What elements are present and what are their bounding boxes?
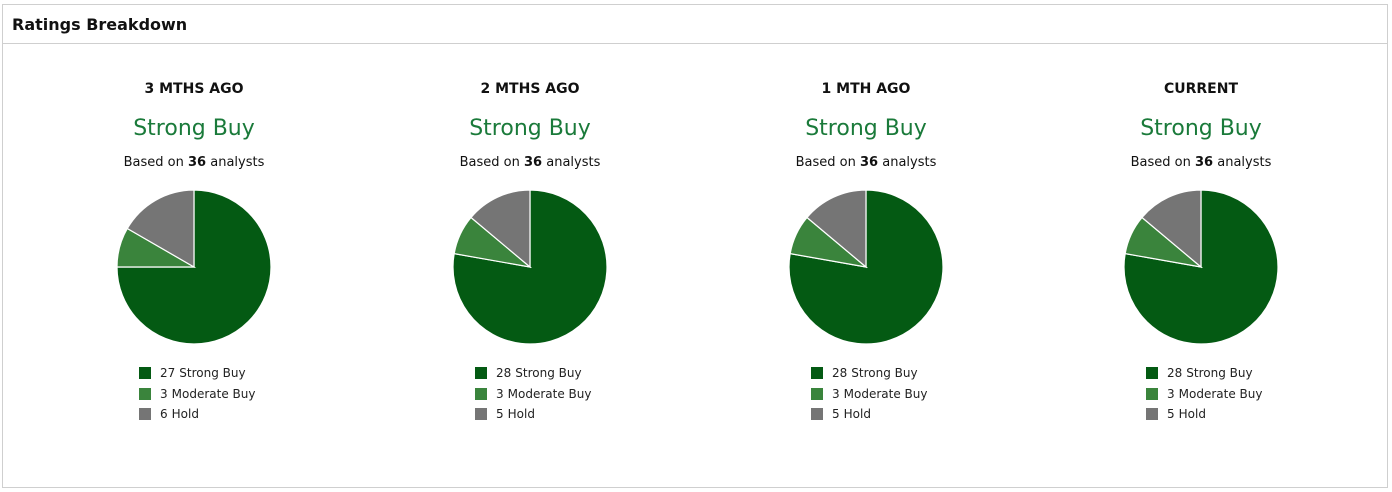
- analyst-count: 36: [860, 155, 879, 170]
- pie-slice-strong-buy[interactable]: [452, 189, 608, 345]
- legend-item-hold: 6 Hold: [139, 404, 255, 425]
- consensus-rating: Strong Buy: [469, 116, 591, 141]
- rating-column: 1 MTH AGO Strong Buy Based on 36 analyst…: [716, 44, 1016, 484]
- legend-count: 27: [160, 366, 176, 381]
- ratings-columns: 3 MTHS AGO Strong Buy Based on 36 analys…: [3, 44, 1387, 484]
- pie-slice-hold[interactable]: [126, 189, 195, 269]
- legend-swatch-moderate-buy: [1146, 387, 1158, 400]
- legend-label: Strong Buy: [1186, 366, 1253, 381]
- legend-label: Strong Buy: [851, 366, 918, 381]
- legend-swatch-strong-buy: [475, 367, 487, 380]
- legend-item-moderate-buy: 3 Moderate Buy: [811, 384, 927, 405]
- based-prefix: Based on: [123, 155, 184, 170]
- legend-count: 3: [1167, 386, 1175, 401]
- pie-slice-strong-buy[interactable]: [116, 189, 272, 345]
- legend-item-hold: 5 Hold: [475, 404, 591, 425]
- period-title: CURRENT: [1163, 81, 1239, 97]
- legend-label: Strong Buy: [515, 366, 582, 381]
- legend-swatch-moderate-buy: [811, 387, 823, 400]
- pie-legend: 28 Strong Buy 3 Moderate Buy 5 Hold: [811, 363, 927, 425]
- period-title: 3 MTHS AGO: [144, 81, 244, 97]
- legend-swatch-strong-buy: [811, 367, 823, 380]
- legend-swatch-strong-buy: [1146, 367, 1158, 380]
- pie-slice-hold[interactable]: [1141, 189, 1202, 269]
- analyst-count-text: Based on 36 analysts: [716, 155, 1016, 170]
- panel-header: Ratings Breakdown: [3, 5, 1387, 44]
- analyst-count: 36: [188, 155, 207, 170]
- based-suffix: analysts: [546, 155, 601, 170]
- legend-label: Moderate Buy: [507, 386, 592, 401]
- legend-label: Hold: [507, 407, 535, 422]
- legend-count: 28: [496, 366, 512, 381]
- ratings-pie-chart: [452, 189, 608, 345]
- pie-slice-strong-buy[interactable]: [1123, 189, 1279, 345]
- pie-slice-strong-buy[interactable]: [788, 189, 944, 345]
- based-suffix: analysts: [882, 155, 937, 170]
- period-title: 2 MTHS AGO: [480, 81, 580, 97]
- panel-title: Ratings Breakdown: [12, 14, 188, 34]
- legend-swatch-hold: [475, 408, 487, 421]
- legend-item-strong-buy: 28 Strong Buy: [811, 363, 927, 384]
- legend-swatch-moderate-buy: [475, 387, 487, 400]
- legend-swatch-hold: [1146, 408, 1158, 421]
- legend-item-strong-buy: 27 Strong Buy: [139, 363, 255, 384]
- legend-item-strong-buy: 28 Strong Buy: [475, 363, 591, 384]
- legend-item-moderate-buy: 3 Moderate Buy: [1146, 384, 1262, 405]
- legend-swatch-strong-buy: [139, 367, 151, 380]
- analyst-count-text: Based on 36 analysts: [380, 155, 680, 170]
- analyst-count-text: Based on 36 analysts: [1051, 155, 1351, 170]
- analyst-count-text: Based on 36 analysts: [44, 155, 344, 170]
- legend-swatch-hold: [139, 408, 151, 421]
- rating-column: 2 MTHS AGO Strong Buy Based on 36 analys…: [380, 44, 680, 484]
- legend-count: 3: [160, 386, 168, 401]
- analyst-count: 36: [1195, 155, 1214, 170]
- consensus-rating: Strong Buy: [1140, 116, 1262, 141]
- legend-count: 5: [1167, 407, 1175, 422]
- legend-swatch-moderate-buy: [139, 387, 151, 400]
- legend-label: Hold: [171, 407, 199, 422]
- pie-legend: 27 Strong Buy 3 Moderate Buy 6 Hold: [139, 363, 255, 425]
- consensus-rating: Strong Buy: [133, 116, 255, 141]
- legend-label: Hold: [843, 407, 871, 422]
- legend-count: 5: [496, 407, 504, 422]
- rating-column: 3 MTHS AGO Strong Buy Based on 36 analys…: [44, 44, 344, 484]
- pie-slice-hold[interactable]: [806, 189, 867, 269]
- ratings-pie-chart: [1123, 189, 1279, 345]
- legend-count: 6: [160, 407, 168, 422]
- legend-label: Hold: [1178, 407, 1206, 422]
- based-prefix: Based on: [1130, 155, 1191, 170]
- legend-item-moderate-buy: 3 Moderate Buy: [139, 384, 255, 405]
- analyst-count: 36: [524, 155, 543, 170]
- pie-legend: 28 Strong Buy 3 Moderate Buy 5 Hold: [1146, 363, 1262, 425]
- pie-slice-hold[interactable]: [470, 189, 531, 269]
- legend-count: 3: [832, 386, 840, 401]
- legend-item-hold: 5 Hold: [1146, 404, 1262, 425]
- legend-item-moderate-buy: 3 Moderate Buy: [475, 384, 591, 405]
- legend-count: 5: [832, 407, 840, 422]
- legend-label: Moderate Buy: [843, 386, 928, 401]
- legend-label: Strong Buy: [179, 366, 246, 381]
- legend-item-hold: 5 Hold: [811, 404, 927, 425]
- based-prefix: Based on: [795, 155, 856, 170]
- ratings-pie-chart: [788, 189, 944, 345]
- based-suffix: analysts: [210, 155, 265, 170]
- legend-count: 28: [1167, 366, 1183, 381]
- legend-label: Moderate Buy: [1178, 386, 1263, 401]
- based-suffix: analysts: [1217, 155, 1272, 170]
- rating-column: CURRENT Strong Buy Based on 36 analysts …: [1051, 44, 1351, 484]
- pie-legend: 28 Strong Buy 3 Moderate Buy 5 Hold: [475, 363, 591, 425]
- ratings-breakdown-panel: Ratings Breakdown 3 MTHS AGO Strong Buy …: [2, 4, 1388, 488]
- legend-label: Moderate Buy: [171, 386, 256, 401]
- ratings-pie-chart: [116, 189, 272, 345]
- based-prefix: Based on: [459, 155, 520, 170]
- consensus-rating: Strong Buy: [805, 116, 927, 141]
- period-title: 1 MTH AGO: [821, 81, 911, 97]
- legend-count: 28: [832, 366, 848, 381]
- legend-swatch-hold: [811, 408, 823, 421]
- legend-item-strong-buy: 28 Strong Buy: [1146, 363, 1262, 384]
- legend-count: 3: [496, 386, 504, 401]
